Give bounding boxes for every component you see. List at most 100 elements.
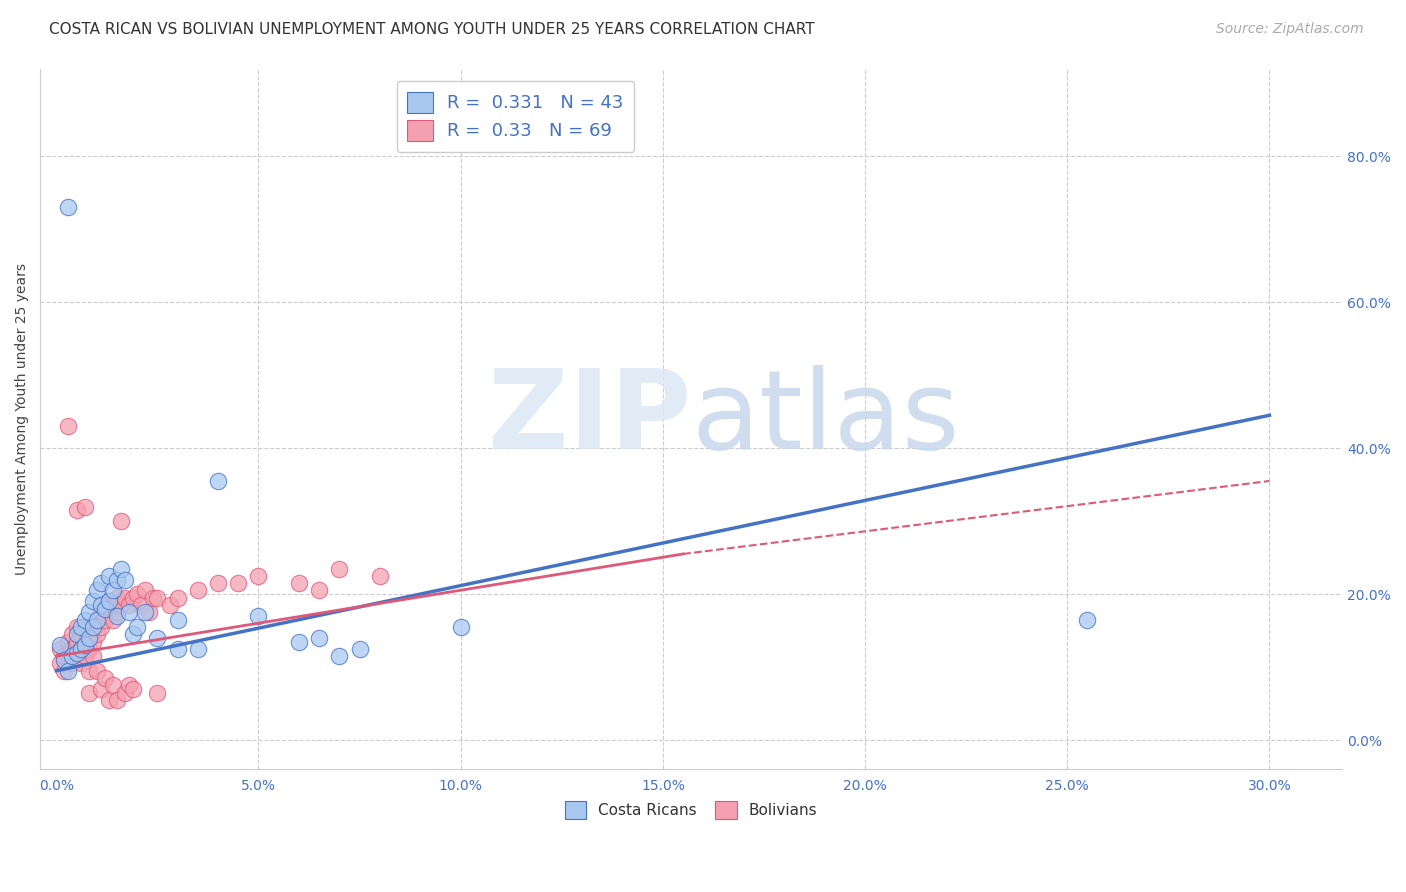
Point xyxy=(65,620,87,634)
Point xyxy=(328,561,350,575)
Point xyxy=(73,613,96,627)
Point xyxy=(142,591,165,605)
Point xyxy=(122,591,145,605)
Y-axis label: Unemployment Among Youth under 25 years: Unemployment Among Youth under 25 years xyxy=(15,263,30,575)
Point xyxy=(77,631,100,645)
Point xyxy=(105,609,128,624)
Point xyxy=(308,631,330,645)
Point xyxy=(105,573,128,587)
Point xyxy=(77,641,100,656)
Point xyxy=(114,573,136,587)
Point xyxy=(94,598,117,612)
Point xyxy=(94,671,117,685)
Point xyxy=(97,569,120,583)
Point xyxy=(69,627,91,641)
Point xyxy=(90,681,112,696)
Point xyxy=(101,613,124,627)
Point xyxy=(58,200,80,214)
Point xyxy=(226,576,249,591)
Point xyxy=(187,641,209,656)
Point xyxy=(138,605,160,619)
Point xyxy=(166,641,188,656)
Point xyxy=(49,638,72,652)
Point xyxy=(110,561,132,575)
Point xyxy=(65,634,87,648)
Point xyxy=(134,605,156,619)
Point xyxy=(129,598,152,612)
Point xyxy=(207,576,229,591)
Point xyxy=(65,503,87,517)
Point xyxy=(62,649,84,664)
Point xyxy=(122,681,145,696)
Point xyxy=(166,613,188,627)
Point xyxy=(69,641,91,656)
Point xyxy=(53,653,76,667)
Point xyxy=(146,631,169,645)
Point xyxy=(97,693,120,707)
Point xyxy=(58,419,80,434)
Point xyxy=(90,605,112,619)
Point xyxy=(90,620,112,634)
Point xyxy=(114,591,136,605)
Point xyxy=(118,605,141,619)
Point xyxy=(349,641,371,656)
Point xyxy=(73,634,96,648)
Point xyxy=(101,678,124,692)
Point xyxy=(62,627,84,641)
Point xyxy=(207,474,229,488)
Point xyxy=(247,569,270,583)
Point xyxy=(73,638,96,652)
Point xyxy=(127,620,149,634)
Point xyxy=(77,686,100,700)
Point xyxy=(450,620,472,634)
Point xyxy=(53,649,76,664)
Point xyxy=(49,641,72,656)
Point xyxy=(69,657,91,671)
Point xyxy=(62,657,84,671)
Point xyxy=(86,664,108,678)
Point xyxy=(90,576,112,591)
Point xyxy=(58,664,80,678)
Point xyxy=(288,576,311,591)
Point xyxy=(247,609,270,624)
Point xyxy=(114,686,136,700)
Point xyxy=(97,594,120,608)
Text: atlas: atlas xyxy=(692,366,960,473)
Point xyxy=(73,649,96,664)
Point xyxy=(77,605,100,619)
Legend: Costa Ricans, Bolivians: Costa Ricans, Bolivians xyxy=(558,795,824,825)
Point xyxy=(110,514,132,528)
Point xyxy=(288,634,311,648)
Point xyxy=(77,664,100,678)
Point xyxy=(146,686,169,700)
Text: COSTA RICAN VS BOLIVIAN UNEMPLOYMENT AMONG YOUTH UNDER 25 YEARS CORRELATION CHAR: COSTA RICAN VS BOLIVIAN UNEMPLOYMENT AMO… xyxy=(49,22,815,37)
Point xyxy=(58,649,80,664)
Point xyxy=(69,641,91,656)
Point xyxy=(127,587,149,601)
Point xyxy=(101,583,124,598)
Point xyxy=(368,569,391,583)
Point xyxy=(49,657,72,671)
Point xyxy=(90,598,112,612)
Point xyxy=(86,627,108,641)
Point xyxy=(86,613,108,627)
Point xyxy=(308,583,330,598)
Point xyxy=(97,594,120,608)
Point xyxy=(118,678,141,692)
Point xyxy=(73,620,96,634)
Point xyxy=(328,649,350,664)
Text: Source: ZipAtlas.com: Source: ZipAtlas.com xyxy=(1216,22,1364,37)
Point xyxy=(62,641,84,656)
Point xyxy=(187,583,209,598)
Point xyxy=(146,591,169,605)
Point xyxy=(82,620,104,634)
Point xyxy=(82,594,104,608)
Point xyxy=(118,598,141,612)
Point xyxy=(69,620,91,634)
Point xyxy=(65,627,87,641)
Point xyxy=(110,598,132,612)
Point xyxy=(122,627,145,641)
Point xyxy=(101,598,124,612)
Text: ZIP: ZIP xyxy=(488,366,692,473)
Point xyxy=(82,649,104,664)
